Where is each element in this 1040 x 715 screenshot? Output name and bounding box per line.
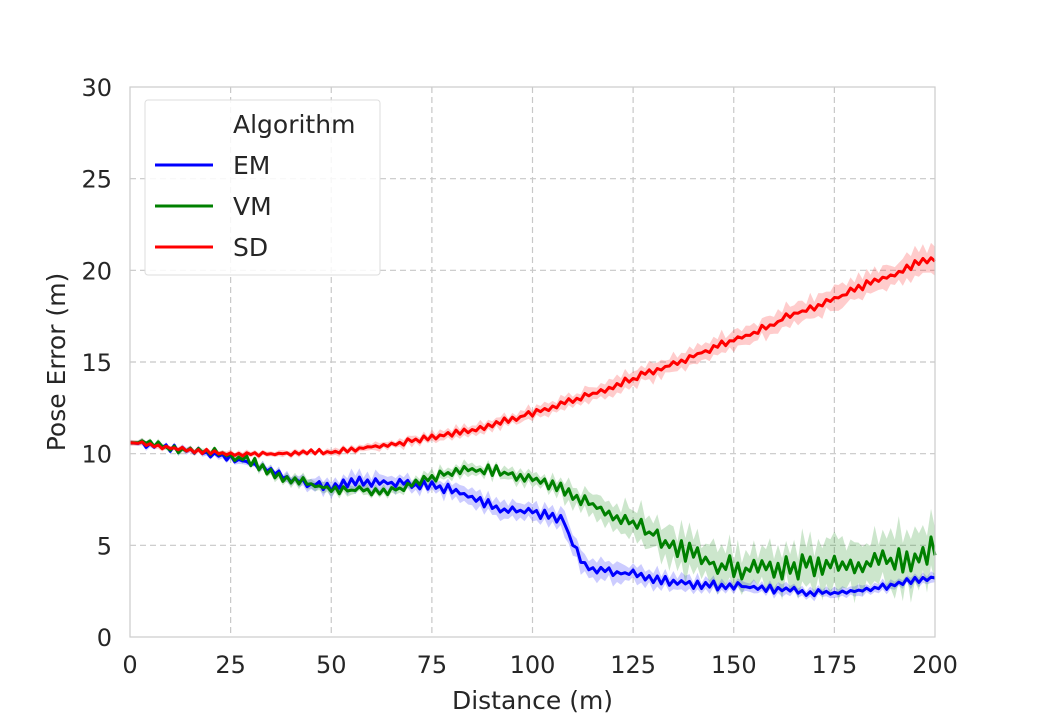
x-tick-label: 125 [610, 651, 656, 679]
series-line-sd [129, 256, 936, 458]
legend-label-vm: VM [233, 192, 272, 221]
band-em [130, 438, 935, 602]
x-tick-labels: 0 25 50 75 100 125 150 175 200 [122, 651, 958, 679]
x-tick-label: 25 [215, 651, 246, 679]
x-tick-label: 100 [510, 651, 556, 679]
x-tick-label: 175 [811, 651, 857, 679]
y-tick-label: 15 [81, 349, 112, 377]
plot-frame [129, 86, 936, 638]
legend-title: Algorithm [233, 110, 355, 139]
y-tick-labels: 0 5 10 15 20 25 30 [81, 74, 112, 652]
y-tick-label: 30 [81, 74, 112, 102]
legend-label-em: EM [233, 151, 270, 180]
legend-items: EM VM SD [155, 151, 272, 262]
y-axis-label: Pose Error (m) [42, 273, 71, 452]
legend[interactable]: Algorithm EM VM SD [144, 99, 381, 276]
x-tick-label: 150 [711, 651, 757, 679]
series-lines [129, 256, 937, 598]
x-tick-label: 50 [316, 651, 347, 679]
y-tick-label: 20 [81, 257, 112, 285]
legend-frame [144, 99, 381, 276]
grid [130, 87, 935, 637]
x-tick-label: 75 [417, 651, 448, 679]
y-tick-label: 10 [81, 441, 112, 469]
legend-label-sd: SD [233, 233, 268, 262]
x-tick-label: 200 [912, 651, 958, 679]
y-tick-label: 5 [97, 532, 112, 560]
y-tick-label: 0 [97, 624, 112, 652]
series-line-vm [130, 439, 937, 581]
y-tick-label: 25 [81, 166, 112, 194]
x-axis-label: Distance (m) [452, 686, 613, 715]
x-tick-label: 0 [122, 651, 137, 679]
